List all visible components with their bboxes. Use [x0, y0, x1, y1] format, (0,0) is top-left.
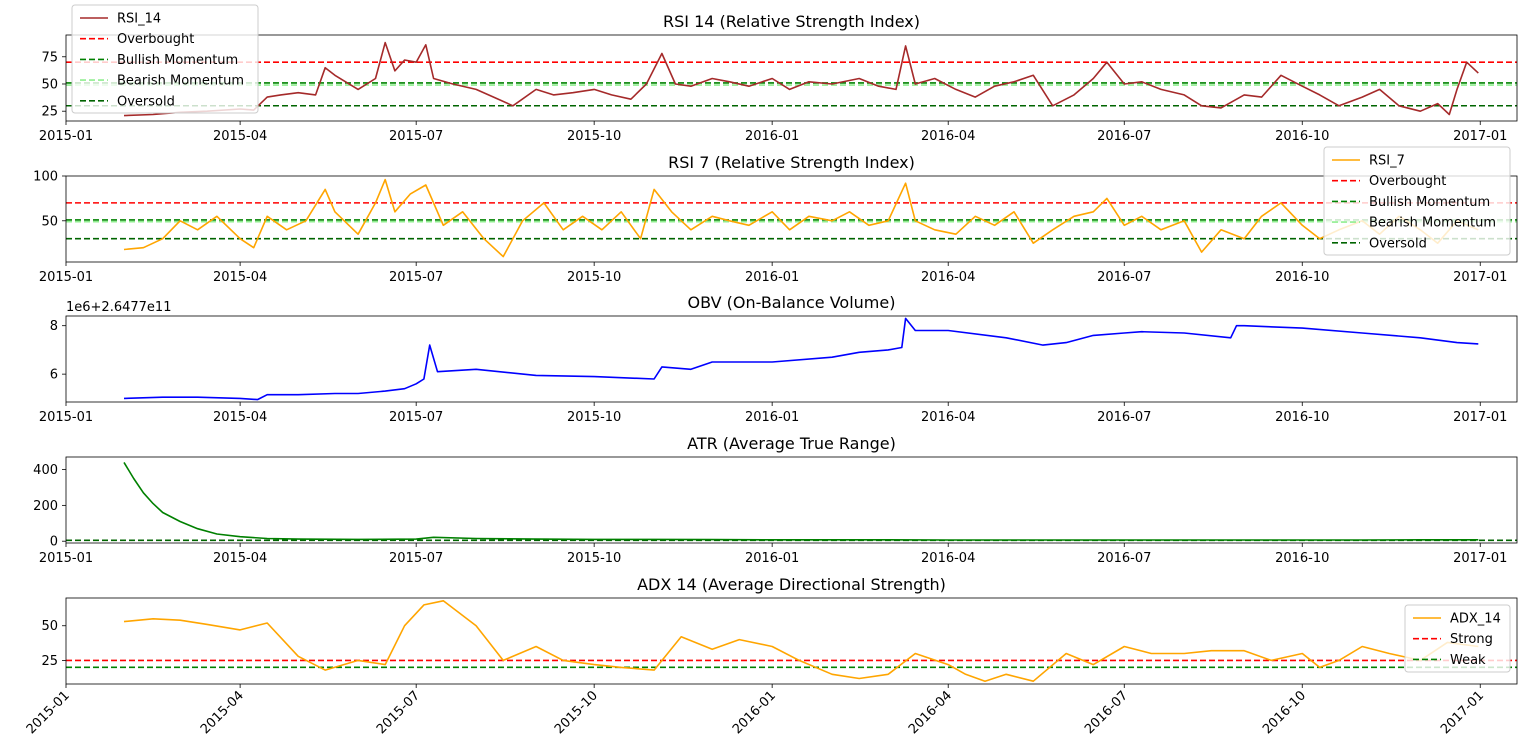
x-tick-label: 2015-07 [389, 551, 443, 566]
x-tick-label: 2016-04 [921, 551, 975, 566]
x-tick-label: 2016-07 [1097, 410, 1151, 425]
legend-label: Oversold [1369, 236, 1427, 251]
legend-label: Bearish Momentum [117, 74, 244, 89]
series-line [123, 599, 1479, 683]
legend-box [1323, 146, 1511, 256]
y-tick-label: 75 [41, 50, 58, 65]
x-tick-label: 2016-04 [906, 688, 955, 737]
y-tick-label: 0 [50, 535, 58, 550]
x-tick-label: 2016-01 [745, 551, 799, 566]
legend-label: RSI_14 [117, 12, 161, 27]
legend-label: RSI_7 [1369, 154, 1405, 169]
x-tick-label: 2015-04 [213, 410, 267, 425]
x-tick-label: 2016-07 [1082, 688, 1131, 737]
legend-label: Overbought [117, 32, 194, 47]
series-line [123, 178, 1479, 258]
y-tick-label: 8 [50, 319, 58, 334]
x-tick-label: 2016-10 [1275, 129, 1329, 144]
legend: RSI_14 Overbought Bullish Momentum Bearish … [71, 4, 259, 114]
legend-label: Strong [1450, 632, 1493, 647]
legend-box [71, 4, 259, 114]
chart-title: ADX 14 (Average Directional Strength) [637, 575, 946, 594]
x-tick-label: 2015-07 [389, 129, 443, 144]
x-tick-label: 2015-07 [389, 270, 443, 285]
legend-label: Bearish Momentum [1369, 216, 1496, 231]
x-tick-label: 2015-01 [39, 129, 93, 144]
x-tick-label: 2015-10 [567, 270, 621, 285]
x-tick-label: 2016-07 [1097, 270, 1151, 285]
x-tick-label: 2017-01 [1453, 129, 1507, 144]
chart-panel: ADX 14 (Average Directional Strength) 25 5… [24, 575, 1518, 737]
plot-frame [65, 34, 1518, 122]
legend-label: Oversold [117, 94, 175, 109]
x-tick-label: 2016-01 [745, 129, 799, 144]
x-tick-label: 2015-07 [389, 410, 443, 425]
y-tick-label: 25 [41, 654, 58, 669]
legend: ADX_14 Strong Weak [1404, 604, 1511, 673]
y-tick-label: 6 [50, 368, 58, 383]
plot-frame [65, 175, 1518, 263]
legend-label: Weak [1450, 653, 1486, 668]
chart-title: OBV (On-Balance Volume) [688, 293, 896, 312]
legend-label: Bullish Momentum [117, 53, 238, 68]
x-tick-label: 2015-01 [39, 410, 93, 425]
x-tick-label: 2016-04 [921, 270, 975, 285]
x-tick-label: 2015-10 [567, 551, 621, 566]
y-tick-label: 100 [33, 170, 58, 185]
x-tick-label: 2016-10 [1275, 410, 1329, 425]
x-tick-label: 2015-01 [39, 551, 93, 566]
chart-title: RSI 14 (Relative Strength Index) [663, 12, 920, 31]
series-line [123, 41, 1479, 117]
x-tick-label: 2016-04 [921, 129, 975, 144]
y-offset-label: 1e6+2.6477e11 [66, 300, 171, 315]
x-tick-label: 2015-04 [198, 688, 247, 737]
y-tick-label: 50 [41, 77, 58, 92]
legend-label: Overbought [1369, 174, 1446, 189]
legend-label: Bullish Momentum [1369, 195, 1490, 210]
y-tick-label: 50 [41, 214, 58, 229]
x-tick-label: 2016-07 [1097, 129, 1151, 144]
chart-title: RSI 7 (Relative Strength Index) [668, 153, 915, 172]
x-tick-label: 2016-04 [921, 410, 975, 425]
y-tick-label: 400 [33, 463, 58, 478]
x-tick-label: 2017-01 [1453, 270, 1507, 285]
x-tick-label: 2016-01 [745, 410, 799, 425]
x-tick-label: 2016-10 [1260, 688, 1309, 737]
plot-frame [65, 597, 1518, 685]
x-tick-label: 2015-07 [374, 688, 423, 737]
x-tick-label: 2016-10 [1275, 551, 1329, 566]
y-tick-label: 25 [41, 105, 58, 120]
series-line [123, 317, 1479, 401]
x-tick-label: 2016-07 [1097, 551, 1151, 566]
series-line [123, 461, 1479, 541]
x-tick-label: 2015-04 [213, 551, 267, 566]
x-tick-label: 2017-01 [1438, 688, 1487, 737]
plot-frame [65, 315, 1518, 403]
legend-box [1404, 604, 1511, 673]
legend: RSI_7 Overbought Bullish Momentum Bearish M… [1323, 146, 1511, 256]
plot-frame [65, 456, 1518, 544]
x-tick-label: 2015-01 [24, 688, 73, 737]
x-tick-label: 2015-04 [213, 270, 267, 285]
chart-panel: OBV (On-Balance Volume) 1e6+2.6477e11 6 8 20… [39, 293, 1518, 425]
x-tick-label: 2015-10 [552, 688, 601, 737]
legend-label: ADX_14 [1450, 612, 1501, 627]
x-tick-label: 2015-01 [39, 270, 93, 285]
y-tick-label: 50 [41, 619, 58, 634]
chart-panel: RSI 14 (Relative Strength Index) 25 50 75 20… [39, 4, 1518, 144]
x-tick-label: 2015-04 [213, 129, 267, 144]
y-tick-label: 200 [33, 499, 58, 514]
x-tick-label: 2017-01 [1453, 410, 1507, 425]
chart-panel: ATR (Average True Range) 0 200 400 2015-01 20… [33, 434, 1518, 566]
x-tick-label: 2016-10 [1275, 270, 1329, 285]
chart-panel: RSI 7 (Relative Strength Index) 50 100 2015… [33, 146, 1518, 285]
chart-title: ATR (Average True Range) [687, 434, 896, 453]
x-tick-label: 2015-10 [567, 129, 621, 144]
x-tick-label: 2017-01 [1453, 551, 1507, 566]
x-tick-label: 2016-01 [730, 688, 779, 737]
x-tick-label: 2016-01 [745, 270, 799, 285]
x-tick-label: 2015-10 [567, 410, 621, 425]
